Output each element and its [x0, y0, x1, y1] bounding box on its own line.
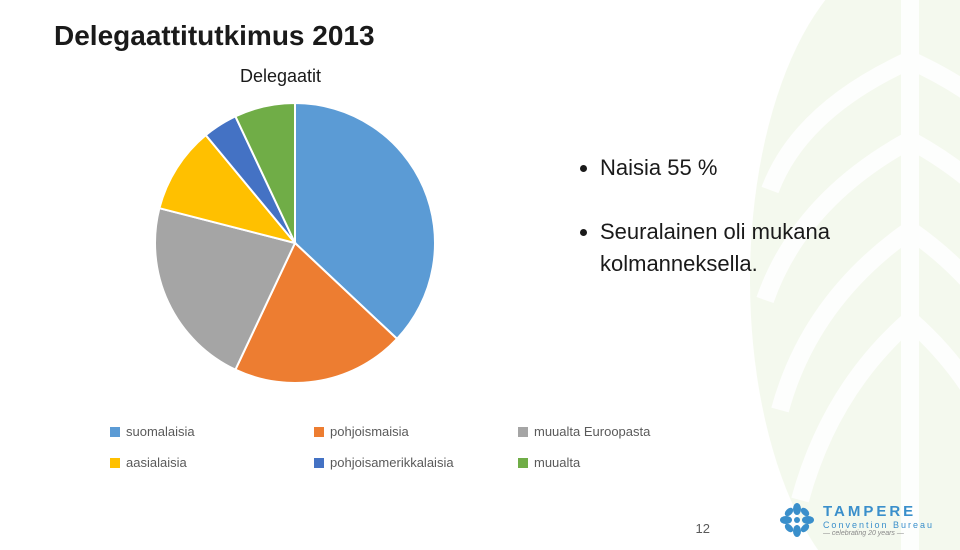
bullet-item: Seuralainen oli mukana kolmanneksella.: [600, 216, 960, 280]
legend-swatch: [110, 458, 120, 468]
brand-text: TAMPERE Convention Bureau — celebrating …: [823, 503, 934, 537]
brand-line3: — celebrating 20 years —: [823, 530, 934, 537]
legend-item: muualta Euroopasta: [518, 424, 668, 439]
brand-logo: TAMPERE Convention Bureau — celebrating …: [779, 502, 934, 538]
legend-item: muualta: [518, 455, 668, 470]
legend-item: aasialaisia: [110, 455, 260, 470]
legend-label: muualta: [534, 455, 580, 470]
legend: suomalaisia pohjoismaisia muualta Euroop…: [110, 424, 668, 486]
legend-item: suomalaisia: [110, 424, 260, 439]
legend-label: suomalaisia: [126, 424, 195, 439]
legend-swatch: [314, 458, 324, 468]
legend-row: suomalaisia pohjoismaisia muualta Euroop…: [110, 424, 668, 439]
legend-swatch: [110, 427, 120, 437]
legend-item: pohjoisamerikkalaisia: [314, 455, 464, 470]
chart-subtitle: Delegaatit: [240, 66, 321, 87]
pie-chart: [150, 98, 440, 393]
legend-swatch: [518, 427, 528, 437]
flower-icon: [779, 502, 815, 538]
bullet-list: Naisia 55 % Seuralainen oli mukana kolma…: [560, 152, 960, 312]
legend-item: pohjoismaisia: [314, 424, 464, 439]
legend-row: aasialaisia pohjoisamerikkalaisia muualt…: [110, 455, 668, 470]
brand-line2: Convention Bureau: [823, 520, 934, 530]
legend-label: pohjoismaisia: [330, 424, 409, 439]
page-title: Delegaattitutkimus 2013: [54, 20, 375, 52]
page-number: 12: [696, 521, 710, 536]
legend-label: muualta Euroopasta: [534, 424, 650, 439]
legend-label: pohjoisamerikkalaisia: [330, 455, 454, 470]
bullet-item: Naisia 55 %: [600, 152, 960, 184]
legend-label: aasialaisia: [126, 455, 187, 470]
brand-line1: TAMPERE: [823, 503, 934, 520]
legend-swatch: [518, 458, 528, 468]
legend-swatch: [314, 427, 324, 437]
